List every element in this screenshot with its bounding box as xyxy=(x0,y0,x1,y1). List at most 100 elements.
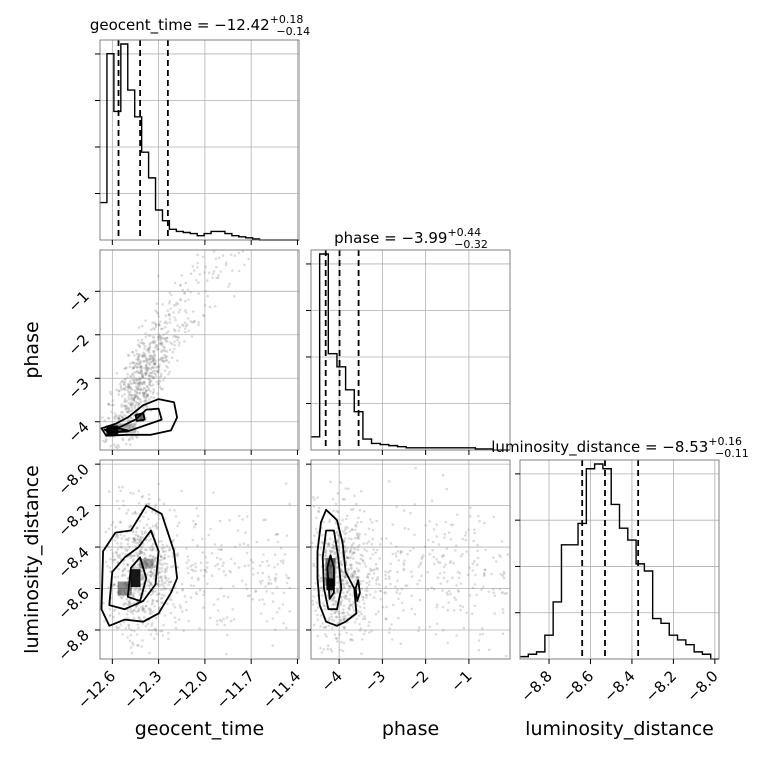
scatter-point xyxy=(154,309,157,313)
scatter-point xyxy=(217,567,221,571)
scatter-point xyxy=(143,556,147,560)
scatter-point xyxy=(155,323,158,326)
scatter-point xyxy=(155,343,158,347)
scatter-point xyxy=(338,615,342,618)
scatter-point xyxy=(435,606,439,609)
scatter-point xyxy=(149,395,153,399)
scatter-point xyxy=(279,559,283,563)
scatter-point xyxy=(455,634,458,637)
scatter-point xyxy=(149,379,153,383)
scatter-point xyxy=(119,386,123,390)
scatter-point xyxy=(115,534,119,537)
scatter-point xyxy=(137,617,141,620)
scatter-point xyxy=(365,581,369,585)
scatter-point xyxy=(126,538,129,541)
scatter-point xyxy=(341,649,345,653)
scatter-point xyxy=(132,414,136,417)
scatter-point xyxy=(177,311,181,314)
scatter-point xyxy=(146,367,149,370)
scatter-point xyxy=(358,562,362,566)
scatter-point xyxy=(150,563,154,567)
scatter-point xyxy=(113,575,117,579)
x-axis-label: geocent_time xyxy=(135,718,264,740)
scatter-point xyxy=(146,393,150,397)
scatter-point xyxy=(138,383,142,387)
scatter-point xyxy=(147,348,151,352)
scatter-point xyxy=(118,553,122,557)
scatter-point xyxy=(145,562,148,566)
scatter-point xyxy=(226,595,230,599)
scatter-point xyxy=(340,559,343,563)
panel-title-luminosity_distance: luminosity_distance = −8.53+0.16 −0.11 xyxy=(491,435,748,460)
scatter-point xyxy=(139,536,142,539)
scatter-point xyxy=(117,590,120,593)
scatter-point xyxy=(134,393,138,396)
contour-inner xyxy=(106,427,129,434)
scatter-point xyxy=(123,583,126,586)
scatter-point xyxy=(157,336,160,339)
scatter-point xyxy=(347,588,351,592)
scatter-point xyxy=(426,588,430,592)
scatter-point xyxy=(131,531,135,534)
scatter-point xyxy=(139,549,143,552)
scatter-point xyxy=(164,339,168,343)
scatter-point xyxy=(152,366,155,370)
scatter-point xyxy=(362,632,366,636)
scatter-point xyxy=(136,339,140,342)
scatter-point xyxy=(159,357,163,360)
scatter-point xyxy=(140,338,144,342)
scatter-point xyxy=(181,588,184,591)
scatter-point xyxy=(116,556,120,559)
scatter-point xyxy=(457,590,461,593)
scatter-point xyxy=(145,360,149,363)
scatter-point xyxy=(197,321,200,324)
scatter-point xyxy=(372,548,376,551)
scatter-point xyxy=(155,629,158,633)
scatter-point xyxy=(350,528,354,531)
scatter-point xyxy=(133,608,136,612)
scatter-point xyxy=(443,536,446,539)
scatter-point xyxy=(442,605,445,609)
scatter-point xyxy=(131,512,135,515)
scatter-point xyxy=(131,401,134,405)
scatter-point xyxy=(431,548,434,552)
scatter-point xyxy=(141,545,144,549)
scatter-point xyxy=(446,593,450,597)
scatter-point xyxy=(108,403,111,406)
scatter-point xyxy=(145,404,148,408)
scatter-point xyxy=(137,385,141,388)
scatter-point xyxy=(503,592,507,595)
title-plus: +0.16 xyxy=(708,435,742,448)
scatter-point xyxy=(210,552,214,555)
scatter-point xyxy=(143,607,146,610)
scatter-point xyxy=(440,555,444,558)
scatter-point xyxy=(166,340,169,343)
scatter-point xyxy=(331,549,335,553)
scatter-point xyxy=(322,604,326,607)
scatter-point xyxy=(142,380,145,384)
scatter-point xyxy=(142,574,145,578)
scatter-point xyxy=(149,374,152,378)
scatter-point xyxy=(169,341,172,344)
scatter-point xyxy=(173,586,177,589)
scatter-point xyxy=(138,381,141,385)
scatter-point xyxy=(356,535,360,539)
scatter-point xyxy=(321,602,325,605)
scatter-point xyxy=(435,603,439,607)
scatter-point xyxy=(125,425,129,428)
scatter-point xyxy=(140,645,143,648)
scatter-point xyxy=(112,583,116,586)
scatter-point xyxy=(137,362,141,366)
scatter-point xyxy=(198,273,202,276)
scatter-point xyxy=(189,272,193,276)
scatter-point xyxy=(140,550,144,554)
scatter-point xyxy=(344,556,348,559)
scatter-point xyxy=(384,591,388,594)
scatter-point xyxy=(333,611,337,614)
scatter-point xyxy=(103,440,107,444)
scatter-point xyxy=(142,391,145,395)
scatter-point xyxy=(171,565,175,568)
contour-inner-2 xyxy=(354,579,361,602)
density-cell xyxy=(139,558,154,569)
scatter-point xyxy=(142,561,145,564)
